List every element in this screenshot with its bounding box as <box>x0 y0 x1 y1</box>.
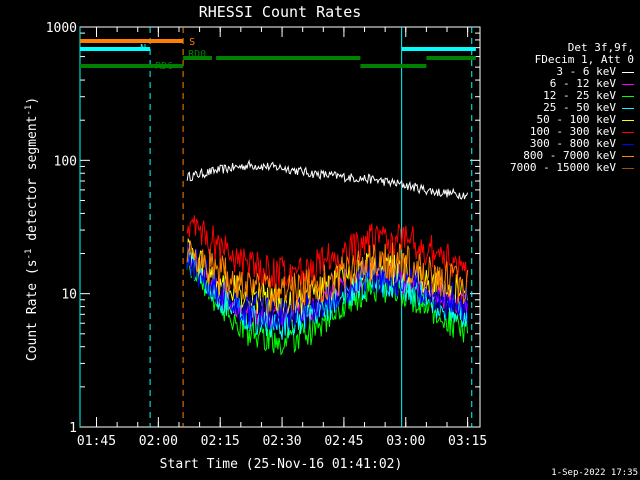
legend-label: 50 - 100 keV <box>536 113 616 126</box>
flag-bars: S N RD0 RD6 <box>80 37 476 72</box>
series-line-800to7000keV <box>186 240 469 312</box>
flag-label-rd0: RD0 <box>188 49 206 60</box>
y-label-part-3: ) <box>25 97 40 105</box>
legend-swatch <box>622 131 634 133</box>
legend-swatch <box>622 71 634 73</box>
legend-label: 7000 - 15000 keV <box>510 161 616 174</box>
footer-date: 1-Sep-2022 17:35 <box>551 468 638 478</box>
y-axis-label: Count Rate (s-1 detector segment-1) <box>24 97 40 361</box>
legend-entry: 6 - 12 keV <box>510 78 634 90</box>
legend-entry: 25 - 50 keV <box>510 102 634 114</box>
legend-entry: 50 - 100 keV <box>510 114 634 126</box>
legend-entry: 800 - 7000 keV <box>510 150 634 162</box>
legend-swatch <box>622 167 634 169</box>
flag-label-n: N <box>140 43 146 54</box>
vertical-markers <box>79 27 473 427</box>
series-layer <box>186 159 469 356</box>
y-tick-label: 100 <box>54 154 77 169</box>
legend-label: 100 - 300 keV <box>529 125 616 138</box>
legend-entry: 100 - 300 keV <box>510 126 634 138</box>
flag-label-s: S <box>189 37 195 48</box>
x-tick-label: 03:15 <box>448 434 487 449</box>
x-axis-label: Start Time (25-Nov-16 01:41:02) <box>160 457 403 472</box>
axes-layer: 1 10 100 1000 01:45 02:00 02:15 02:30 02:45 03:00… <box>46 21 488 449</box>
legend-entry: 7000 - 15000 keV <box>510 162 634 174</box>
x-tick-label: 02:00 <box>139 434 178 449</box>
legend-label: 3 - 6 keV <box>556 65 616 78</box>
legend-swatch <box>622 83 634 85</box>
series-line-300to800keV <box>186 242 469 331</box>
y-label-part-2: detector segment <box>25 116 40 249</box>
y-tick-label: 1 <box>69 421 77 436</box>
chart-title: RHESSI Count Rates <box>199 3 362 21</box>
x-tick-label: 03:00 <box>386 434 425 449</box>
series-line-3to6keV <box>186 159 469 200</box>
legend-swatch <box>622 155 634 157</box>
legend-header-line: FDecim 1, Att 0 <box>534 53 634 66</box>
y-label-sup-2: -1 <box>24 105 34 116</box>
legend-swatch <box>622 95 634 97</box>
legend-label: 12 - 25 keV <box>543 89 616 102</box>
legend-swatch <box>622 143 634 145</box>
x-tick-label: 02:15 <box>201 434 240 449</box>
legend-label: 300 - 800 keV <box>529 137 616 150</box>
legend-label: 6 - 12 keV <box>549 77 616 90</box>
y-label-part-1: Count Rate (s <box>25 259 40 361</box>
x-tick-label: 01:45 <box>77 434 116 449</box>
series-line-100to300keV <box>186 215 469 289</box>
x-tick-label: 02:45 <box>324 434 363 449</box>
y-tick-label: 1000 <box>46 21 77 36</box>
legend-swatch <box>622 107 634 109</box>
y-label-sup-1: -1 <box>24 249 34 260</box>
legend-label: 800 - 7000 keV <box>523 149 616 162</box>
y-tick-label: 10 <box>61 288 77 303</box>
flag-label-rd6: RD6 <box>155 61 173 72</box>
legend-entry: 3 - 6 keV <box>510 66 634 78</box>
x-tick-label: 02:30 <box>262 434 301 449</box>
plot-frame <box>79 26 481 428</box>
legend-header-line: Det 3f,9f, <box>567 41 634 54</box>
legend-swatch <box>622 119 634 121</box>
legend-entry: 12 - 25 keV <box>510 90 634 102</box>
legend-label: 25 - 50 keV <box>543 101 616 114</box>
legend-entry: 300 - 800 keV <box>510 138 634 150</box>
